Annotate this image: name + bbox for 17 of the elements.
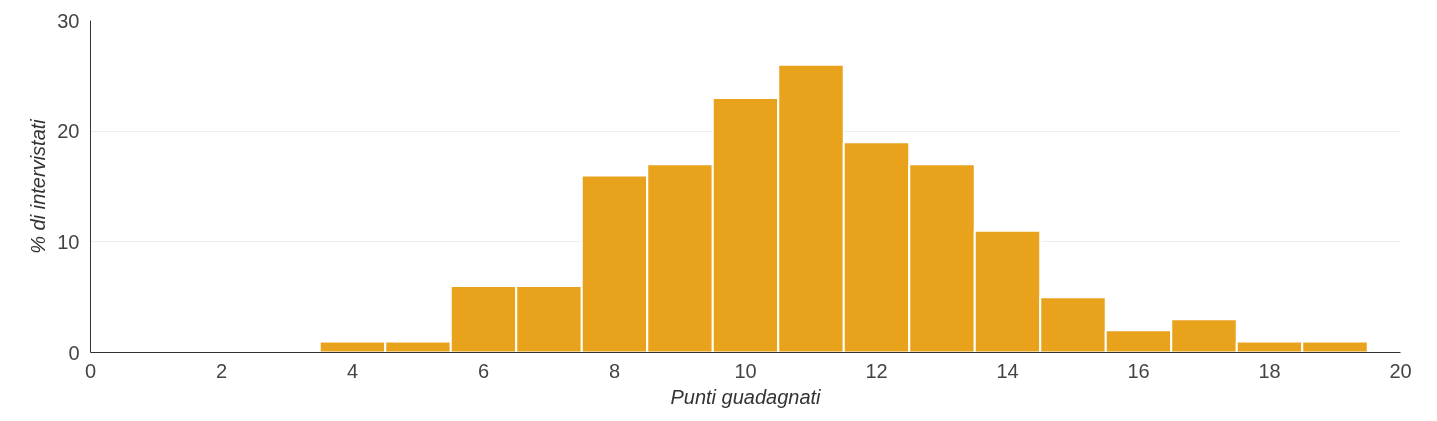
x-tick-label: 4	[346, 359, 359, 382]
x-tick-label: 20	[1389, 359, 1412, 382]
x-tick-label: 2	[215, 359, 228, 382]
x-tick-label: 18	[1258, 359, 1281, 382]
y-tick-label: 20	[57, 120, 80, 143]
x-axis-title: Punti guadagnati	[670, 385, 822, 408]
x-tick-label: 0	[84, 359, 97, 382]
x-tick-label: 10	[734, 359, 757, 382]
x-tick-label: 6	[477, 359, 490, 382]
y-tick-label: 30	[57, 9, 80, 32]
y-axis-title: % di intervistati	[27, 118, 50, 254]
x-tick-label: 8	[608, 359, 621, 382]
y-tick-label: 10	[57, 230, 80, 253]
x-tick-label: 14	[996, 359, 1019, 382]
x-tick-label: 12	[865, 359, 888, 382]
y-tick-label: 0	[68, 341, 80, 364]
x-tick-label: 16	[1127, 359, 1150, 382]
